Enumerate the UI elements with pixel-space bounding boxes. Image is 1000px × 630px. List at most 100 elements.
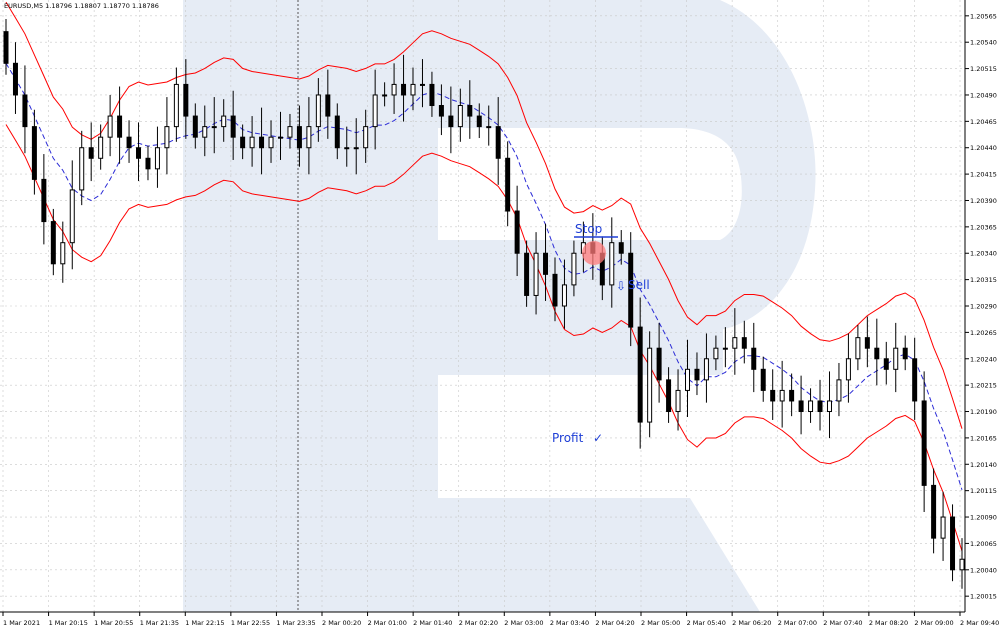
bear-candle: [912, 358, 918, 402]
x-tick-label: 2 Mar 03:00: [504, 619, 543, 627]
bear-candle: [798, 400, 804, 413]
bear-candle: [618, 242, 624, 254]
bear-candle: [817, 400, 823, 413]
y-tick-label: 1.20365: [970, 223, 997, 231]
bull-candle: [372, 94, 378, 128]
x-tick-label: 2 Mar 07:40: [823, 619, 862, 627]
bear-candle: [950, 516, 956, 571]
y-tick-label: 1.20515: [970, 65, 997, 73]
bear-candle: [789, 389, 795, 402]
bull-candle: [154, 147, 160, 170]
x-tick-label: 1 Mar 20:55: [94, 619, 133, 627]
bull-candle: [202, 126, 208, 138]
y-tick-label: 1.20165: [970, 434, 997, 442]
bear-candle: [41, 178, 47, 223]
y-tick-label: 1.20115: [970, 487, 997, 495]
x-tick-label: 2 Mar 06:20: [732, 619, 771, 627]
bear-candle: [694, 368, 700, 381]
bull-candle: [173, 83, 179, 128]
bear-candle: [864, 337, 870, 349]
bull-candle: [486, 126, 492, 129]
bull-candle: [287, 126, 293, 138]
x-tick-label: 1 Mar 20:15: [49, 619, 88, 627]
x-axis-ticks: 1 Mar 2021 1 Mar 20:15 1 Mar 20:55 1 Mar 21…: [2, 612, 999, 627]
bull-candle: [826, 400, 832, 413]
y-tick-label: 1.20240: [970, 355, 997, 363]
bull-candle: [410, 83, 416, 96]
y-tick-label: 1.20415: [970, 171, 997, 179]
bear-candle: [656, 347, 662, 381]
candles-layer: [3, 18, 965, 589]
x-tick-label: 1 Mar 22:55: [231, 619, 270, 627]
x-tick-label: 2 Mar 08:20: [869, 619, 908, 627]
bull-candle: [609, 242, 615, 286]
bull-candle: [221, 115, 227, 128]
bear-candle: [921, 400, 927, 486]
x-tick-label: 1 Mar 22:15: [185, 619, 224, 627]
x-tick-label: 1 Mar 2021: [3, 619, 40, 627]
bull-candle: [211, 126, 217, 129]
bear-candle: [543, 252, 549, 275]
x-tick-label: 2 Mar 05:40: [687, 619, 726, 627]
bull-candle: [268, 136, 274, 149]
bear-candle: [126, 136, 132, 149]
bull-candle: [457, 105, 463, 128]
bear-candle: [429, 83, 435, 107]
bear-candle: [751, 347, 757, 370]
bull-candle: [353, 147, 359, 150]
x-tick-label: 2 Mar 02:20: [459, 619, 498, 627]
bull-candle: [107, 115, 113, 138]
entry-highlight-circle: [582, 241, 606, 265]
y-tick-label: 1.20015: [970, 593, 997, 601]
x-tick-label: 2 Mar 05:00: [641, 619, 680, 627]
y-tick-label: 1.20490: [970, 91, 997, 99]
bear-candle: [88, 147, 94, 159]
bull-candle: [959, 558, 965, 571]
bear-candle: [117, 115, 123, 138]
bull-candle: [893, 347, 899, 370]
bull-candle: [808, 400, 814, 413]
bull-candle: [561, 284, 567, 307]
bear-candle: [230, 115, 236, 138]
bull-candle: [571, 252, 577, 286]
bull-candle: [722, 347, 728, 350]
y-axis-ticks: 1.20565 1.20540 1.20515 1.20490 1.20465 1.204…: [965, 12, 997, 601]
lower-band-line: [5, 124, 963, 552]
x-tick-label: 2 Mar 09:40: [960, 619, 999, 627]
bear-candle: [334, 115, 340, 149]
x-tick-label: 2 Mar 01:00: [368, 619, 407, 627]
bear-candle: [145, 157, 151, 170]
bear-candle: [874, 347, 880, 360]
x-tick-label: 2 Mar 00:20: [322, 619, 361, 627]
bull-candle: [315, 94, 321, 128]
y-tick-label: 1.20540: [970, 39, 997, 47]
bull-candle: [277, 136, 283, 139]
bear-candle: [438, 105, 444, 117]
bull-candle: [249, 136, 255, 149]
upper-band-line: [5, 1, 963, 429]
bull-candle: [685, 368, 691, 391]
bull-candle: [779, 389, 785, 402]
chart-grid: [0, 0, 965, 612]
bull-candle: [836, 379, 842, 402]
bear-candle: [931, 484, 937, 539]
bear-candle: [31, 126, 37, 180]
y-tick-label: 1.20040: [970, 566, 997, 574]
bull-candle: [98, 136, 104, 159]
bull-candle: [391, 83, 397, 96]
bull-candle: [79, 147, 85, 191]
x-tick-label: 2 Mar 04:20: [595, 619, 634, 627]
bear-candle: [296, 126, 302, 149]
stop-label: Stop: [575, 222, 602, 236]
bear-candle: [666, 379, 672, 413]
bear-candle: [552, 273, 558, 307]
bull-candle: [69, 189, 75, 244]
bear-candle: [467, 105, 473, 117]
bear-candle: [505, 157, 511, 212]
x-tick-label: 2 Mar 07:00: [778, 619, 817, 627]
bear-candle: [770, 389, 776, 402]
bear-candle: [22, 94, 28, 128]
bear-candle: [902, 347, 908, 360]
bear-candle: [136, 147, 142, 159]
